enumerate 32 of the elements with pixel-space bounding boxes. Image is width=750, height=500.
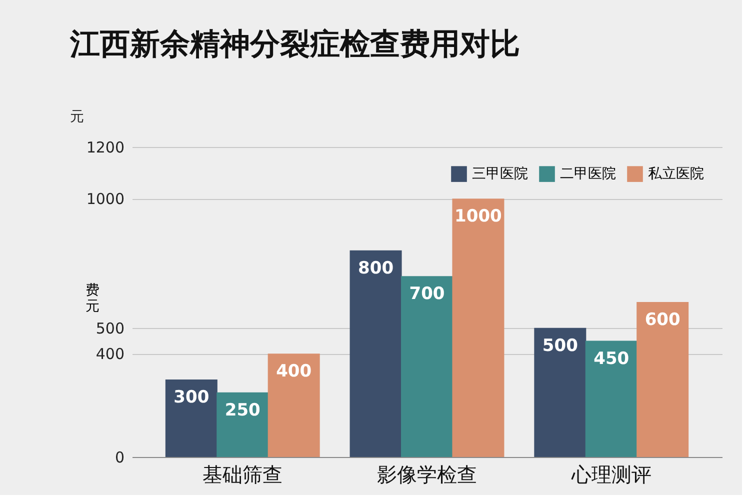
data-label: 700	[409, 284, 445, 304]
y-tick-label: 400	[96, 345, 124, 364]
x-tick-label: 心理测评	[570, 462, 652, 486]
bar	[350, 250, 402, 457]
data-label: 300	[174, 388, 210, 408]
bar	[165, 380, 218, 457]
data-label: 800	[358, 258, 394, 278]
chart-title: 江西新余精神分裂症检查费用对比	[69, 27, 520, 62]
bar	[401, 276, 453, 457]
data-label: 500	[542, 336, 578, 356]
bar	[636, 302, 689, 457]
legend-label: 二甲医院	[560, 166, 616, 182]
legend-label: 三甲医院	[472, 166, 528, 182]
y-tick-label: 0	[114, 448, 124, 466]
bar	[452, 198, 504, 457]
text: 元	[70, 109, 84, 125]
y-tick-label: 1000	[86, 190, 124, 208]
data-label: 250	[224, 400, 261, 420]
x-tick-label: 影像学检查	[377, 462, 477, 486]
y-axis-title: 费元	[86, 282, 100, 314]
bar	[534, 328, 586, 457]
x-tick-label: 基础筛查	[202, 462, 283, 486]
bar	[216, 392, 269, 457]
data-label: 1000	[454, 206, 502, 227]
legend-label: 私立医院	[648, 166, 704, 182]
bar	[268, 354, 320, 457]
bar	[585, 340, 638, 457]
data-label: 450	[594, 348, 630, 369]
data-label: 600	[644, 310, 680, 330]
y-tick-label: 500	[96, 319, 124, 338]
data-label: 400	[276, 362, 312, 382]
y-tick-label: 1200	[86, 138, 124, 156]
